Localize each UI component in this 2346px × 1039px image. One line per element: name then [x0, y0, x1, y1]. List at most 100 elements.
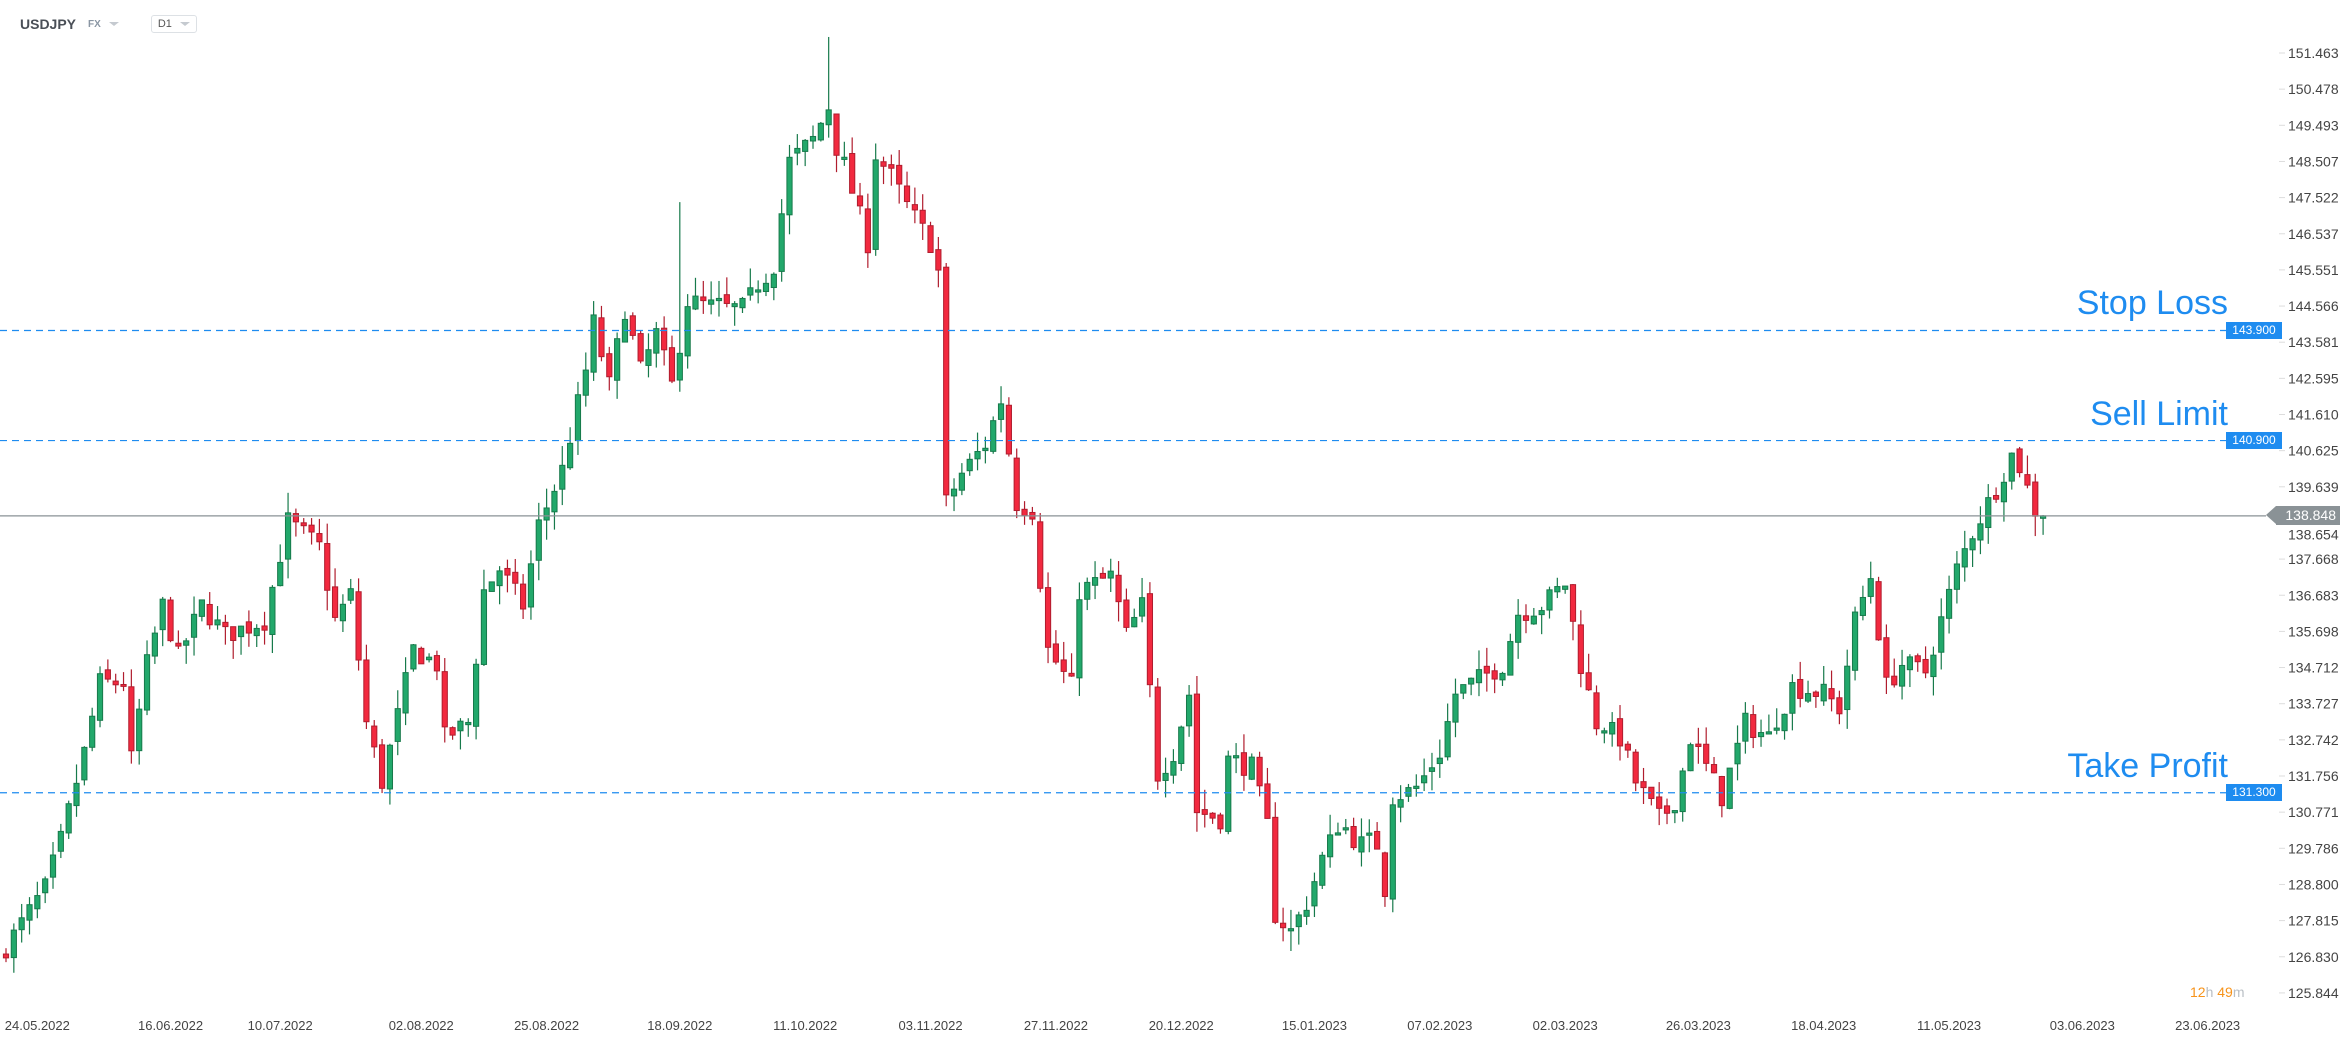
bullish-candle-body	[10, 929, 17, 959]
candle	[708, 281, 715, 315]
stop-loss-price-badge[interactable]: 143.900	[2226, 321, 2282, 339]
candle	[684, 294, 691, 369]
candle	[825, 36, 832, 138]
price-tick-label: 127.815	[2288, 913, 2339, 929]
candle	[1483, 647, 1490, 692]
take-profit-price-badge[interactable]: 131.300	[2226, 784, 2282, 802]
bearish-candle-body	[637, 333, 644, 362]
candle	[1538, 606, 1545, 635]
bearish-candle-body	[1350, 826, 1357, 849]
candle	[1569, 584, 1577, 641]
bullish-candle-body	[2000, 481, 2008, 503]
bearish-candle-body	[504, 567, 511, 576]
candle	[1624, 741, 1631, 758]
candle	[872, 143, 879, 256]
candle	[919, 194, 926, 240]
candle	[1663, 798, 1671, 825]
bullish-candle-body	[1562, 585, 1569, 590]
stop-loss-label: Stop Loss	[2076, 284, 2228, 323]
bar-countdown: 12h 49m	[2190, 984, 2245, 1000]
bearish-candle-body	[1068, 672, 1075, 677]
sell-limit-price-badge[interactable]: 140.900	[2226, 432, 2282, 450]
candle	[433, 650, 441, 681]
bullish-candle-body	[284, 512, 292, 560]
bearish-candle-body	[1718, 775, 1725, 807]
bearish-candle-body	[1021, 508, 1028, 517]
market-dropdown-chevron-icon[interactable]	[108, 22, 119, 26]
candle	[1609, 712, 1616, 747]
candle	[504, 559, 511, 593]
candle	[943, 263, 950, 507]
bullish-candle-body	[872, 159, 879, 250]
bearish-candle-body	[1922, 658, 1929, 674]
candle	[1836, 690, 1843, 725]
symbol-label[interactable]: USDJPY	[20, 16, 77, 32]
bullish-candle-body	[1225, 755, 1232, 832]
bullish-candle-body	[1413, 785, 1420, 789]
bullish-candle-body	[277, 561, 284, 587]
candle	[1303, 896, 1310, 925]
bullish-candle-body	[1867, 578, 1874, 597]
candle	[598, 305, 605, 362]
bearish-candle-body	[1632, 751, 1639, 784]
candle	[668, 335, 676, 384]
bearish-candle-body	[1115, 574, 1122, 603]
price-tick-label: 144.566	[2288, 298, 2339, 314]
candle	[1452, 678, 1459, 738]
price-tick-label: 129.786	[2288, 840, 2339, 856]
bearish-candle-body	[1483, 665, 1490, 674]
candle	[1844, 649, 1851, 729]
bearish-candle-body	[2, 953, 10, 959]
bullish-candle-body	[136, 708, 143, 752]
candle	[198, 599, 205, 622]
candle	[347, 578, 354, 604]
candle	[1444, 703, 1451, 761]
bullish-candle-body	[159, 598, 166, 631]
bullish-candle-body	[574, 394, 582, 442]
candle	[222, 614, 229, 645]
candle	[1515, 599, 1522, 659]
bullish-candle-body	[89, 715, 96, 748]
candle	[1851, 606, 1859, 681]
candle	[89, 707, 96, 752]
price-tick-label: 147.522	[2288, 190, 2339, 206]
candle	[42, 876, 49, 904]
price-tick-label: 140.625	[2288, 443, 2339, 459]
candle	[1671, 810, 1678, 824]
candle	[331, 568, 339, 622]
candle	[1577, 610, 1584, 688]
candle	[1209, 812, 1216, 824]
candle	[49, 842, 57, 889]
candle	[1389, 797, 1396, 913]
date-tick-label: 18.09.2022	[647, 1018, 712, 1033]
candle	[629, 312, 636, 340]
price-tick-label: 128.800	[2288, 876, 2339, 892]
candle	[1123, 588, 1130, 632]
candle	[1350, 817, 1357, 851]
date-tick-label: 16.06.2022	[138, 1018, 203, 1033]
bullish-candle-body	[1530, 615, 1537, 625]
bullish-candle-body	[253, 627, 260, 637]
bearish-candle-body	[175, 642, 182, 647]
bearish-candle-body	[1491, 670, 1498, 680]
bearish-candle-body	[1695, 743, 1702, 747]
candle	[1256, 751, 1263, 797]
candle	[1718, 775, 1725, 818]
bearish-candle-body	[128, 686, 135, 752]
candle	[1005, 397, 1012, 457]
candle	[2040, 515, 2047, 535]
candle	[1750, 705, 1757, 749]
price-axis: 151.463 150.478 149.493 148.507 147.522 146.5…	[2279, 45, 2339, 1001]
candle	[339, 594, 347, 633]
date-tick-label: 02.08.2022	[389, 1018, 454, 1033]
timeframe-select[interactable]: D1	[150, 15, 197, 33]
bearish-candle-body	[1052, 643, 1059, 663]
candle	[888, 154, 895, 186]
candle	[214, 606, 221, 630]
bullish-candle-body	[473, 663, 480, 727]
bullish-candle-body	[1287, 928, 1295, 932]
candle	[1491, 663, 1498, 694]
bullish-candle-body	[1945, 588, 1953, 619]
price-tick-label: 150.478	[2288, 81, 2339, 97]
